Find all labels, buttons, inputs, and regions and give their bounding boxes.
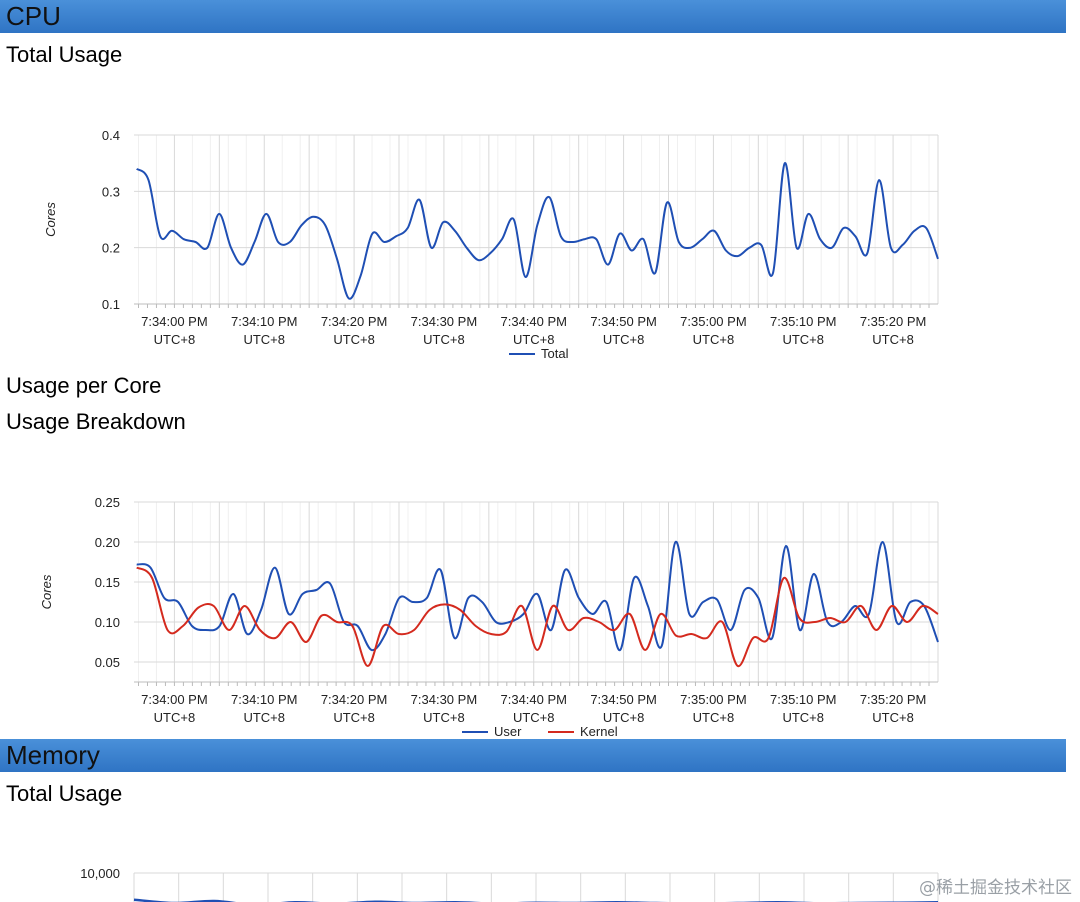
- x-tick-label: 7:34:20 PM UTC+8: [321, 314, 388, 347]
- x-tick-label: 7:34:10 PM UTC+8: [231, 314, 298, 347]
- x-tick-time: 7:35:20 PM: [860, 314, 927, 329]
- x-tick-timezone: UTC+8: [243, 710, 285, 725]
- x-tick-time: 7:34:50 PM: [590, 314, 657, 329]
- cpu-usage-breakdown-heading: Usage Breakdown: [6, 409, 186, 434]
- series-line-user: [136, 540, 939, 652]
- x-tick-label: 7:34:40 PM UTC+8: [501, 314, 568, 347]
- cpu-total-usage-chart: 0.4 0.3 0.2 0.1 7:34:00 PM UTC+8 7:34:10 PM UTC…: [43, 128, 939, 361]
- x-tick-timezone: UTC+8: [603, 710, 645, 725]
- y-tick-label: 0.05: [95, 655, 120, 670]
- x-tick-time: 7:34:50 PM: [590, 692, 657, 707]
- x-tick-time: 7:34:20 PM: [321, 314, 388, 329]
- x-tick-time: 7:34:00 PM: [141, 314, 208, 329]
- x-tick-timezone: UTC+8: [423, 710, 465, 725]
- x-tick-timezone: UTC+8: [513, 710, 555, 725]
- x-tick-time: 7:35:00 PM: [680, 692, 747, 707]
- y-tick-label: 0.15: [95, 575, 120, 590]
- x-tick-timezone: UTC+8: [243, 332, 285, 347]
- memory-total-usage-heading: Total Usage: [6, 781, 123, 806]
- x-tick-label: 7:34:00 PM UTC+8: [141, 692, 208, 725]
- x-tick-timezone: UTC+8: [872, 332, 914, 347]
- x-tick-label: 7:34:30 PM UTC+8: [411, 692, 478, 725]
- x-tick-label: 7:34:50 PM UTC+8: [590, 314, 657, 347]
- x-tick-label: 7:34:20 PM UTC+8: [321, 692, 388, 725]
- x-tick-time: 7:35:10 PM: [770, 692, 837, 707]
- y-tick-label: 0.4: [102, 128, 120, 143]
- x-tick-timezone: UTC+8: [693, 710, 735, 725]
- x-tick-label: 7:34:10 PM UTC+8: [231, 692, 298, 725]
- legend-label-total: Total: [541, 346, 569, 361]
- x-tick-timezone: UTC+8: [693, 332, 735, 347]
- x-tick-label: 7:34:00 PM UTC+8: [141, 314, 208, 347]
- x-tick-time: 7:34:10 PM: [231, 314, 298, 329]
- x-tick-time: 7:34:00 PM: [141, 692, 208, 707]
- x-tick-time: 7:35:20 PM: [860, 692, 927, 707]
- legend-label-kernel: Kernel: [580, 724, 618, 738]
- memory-section-title: Memory: [6, 740, 100, 770]
- x-tick-label: 7:35:20 PM UTC+8: [860, 314, 927, 347]
- cpu-usage-breakdown-chart: 0.250.200.150.100.057:34:00 PM UTC+87:34:…: [39, 495, 939, 738]
- x-tick-time: 7:34:30 PM: [411, 692, 478, 707]
- x-tick-timezone: UTC+8: [603, 332, 645, 347]
- x-tick-timezone: UTC+8: [513, 332, 555, 347]
- y-tick-label: 0.25: [95, 495, 120, 510]
- cpu-section-header: CPU: [0, 0, 1066, 33]
- x-tick-label: 7:35:10 PM UTC+8: [770, 692, 837, 725]
- y-axis-label: Cores: [43, 202, 58, 237]
- y-tick-label: 0.20: [95, 535, 120, 550]
- watermark: @稀土掘金技术社区: [919, 878, 1072, 898]
- x-tick-label: 7:35:00 PM UTC+8: [680, 692, 747, 725]
- memory-total-usage-chart: 10,000: [80, 866, 939, 902]
- x-tick-label: 7:35:00 PM UTC+8: [680, 314, 747, 347]
- x-tick-timezone: UTC+8: [154, 332, 196, 347]
- x-tick-timezone: UTC+8: [154, 710, 196, 725]
- x-tick-time: 7:34:10 PM: [231, 692, 298, 707]
- x-tick-label: 7:34:30 PM UTC+8: [411, 314, 478, 347]
- y-tick-label: 0.2: [102, 241, 120, 256]
- x-tick-timezone: UTC+8: [333, 332, 375, 347]
- x-tick-time: 7:34:30 PM: [411, 314, 478, 329]
- legend-label-user: User: [494, 724, 522, 738]
- x-tick-timezone: UTC+8: [333, 710, 375, 725]
- cpu-section-title: CPU: [6, 1, 61, 31]
- x-tick-label: 7:35:20 PM UTC+8: [860, 692, 927, 725]
- x-tick-time: 7:35:00 PM: [680, 314, 747, 329]
- y-axis-label: Cores: [39, 574, 54, 609]
- series-line-total: [136, 162, 939, 300]
- x-tick-timezone: UTC+8: [423, 332, 465, 347]
- series-line-kernel: [136, 566, 939, 668]
- x-tick-timezone: UTC+8: [872, 710, 914, 725]
- cpu-total-usage-heading: Total Usage: [6, 42, 123, 67]
- x-tick-time: 7:35:10 PM: [770, 314, 837, 329]
- y-tick-label: 0.1: [102, 297, 120, 312]
- memory-section-header: Memory: [0, 739, 1066, 772]
- cpu-usage-per-core-heading: Usage per Core: [6, 373, 162, 398]
- x-tick-time: 7:34:40 PM: [501, 314, 568, 329]
- x-tick-label: 7:35:10 PM UTC+8: [770, 314, 837, 347]
- y-tick-label: 0.10: [95, 615, 120, 630]
- y-tick-label: 0.3: [102, 184, 120, 199]
- y-tick-label: 10,000: [80, 866, 120, 881]
- x-tick-label: 7:34:50 PM UTC+8: [590, 692, 657, 725]
- x-tick-time: 7:34:20 PM: [321, 692, 388, 707]
- x-tick-timezone: UTC+8: [782, 332, 824, 347]
- x-tick-label: 7:34:40 PM UTC+8: [501, 692, 568, 725]
- x-tick-timezone: UTC+8: [782, 710, 824, 725]
- x-tick-time: 7:34:40 PM: [501, 692, 568, 707]
